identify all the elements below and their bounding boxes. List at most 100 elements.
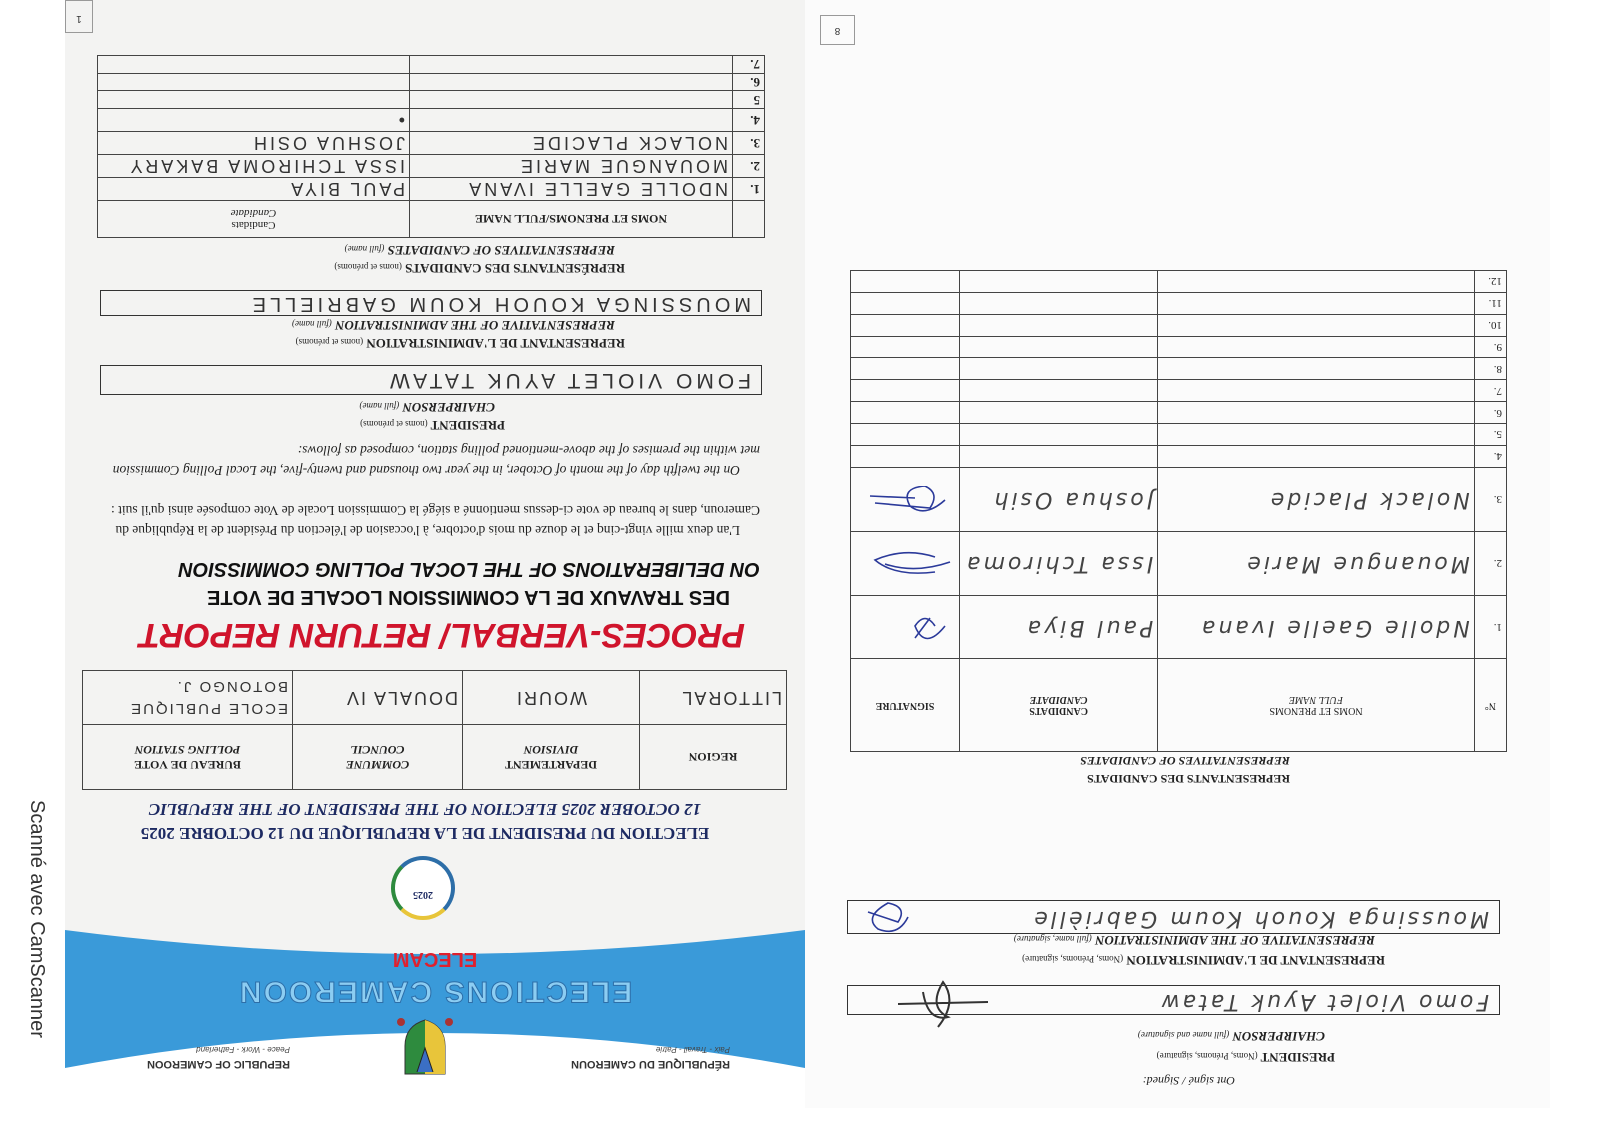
representative-name: Nolack Placide — [1157, 467, 1475, 532]
row-number: 1. — [732, 177, 765, 201]
representative-name: Mouangue Marie — [1157, 531, 1475, 596]
admin-rep-value: MOUSSINGA KOUOH KOUM GABRIELLE — [248, 293, 751, 315]
motto-fr: Paix - Travail - Patrie — [655, 1045, 730, 1054]
row-number: 2. — [1474, 531, 1507, 596]
signature-cell — [850, 314, 960, 337]
region-value: LITTORAL — [639, 670, 787, 725]
president-label: PRESIDENT (noms et prénoms) — [360, 418, 505, 433]
row-number: 5. — [1474, 423, 1507, 446]
subtitle-fr: DES TRAVAUX DE LA COMMISSION LOCALE DE V… — [207, 586, 730, 608]
header-full-name: NOMS ET PRENOMS FULL NAME — [1157, 659, 1475, 752]
candidate-name — [959, 292, 1158, 315]
candidate-name — [959, 423, 1158, 446]
table-row: 9. — [850, 336, 1507, 358]
representative-name — [1157, 336, 1475, 358]
representative-name: NOLACK PLACIDE — [409, 131, 733, 155]
president-field: FOMO VIOLET AYUK TATAW — [100, 365, 762, 395]
candidates-rep-label: REPRÉSENTANTS DES CANDIDATS (noms et pré… — [334, 261, 625, 276]
header-region: REGION — [639, 724, 787, 790]
candidate-name — [97, 90, 410, 109]
page-number: 1 — [65, 0, 93, 33]
candidate-name: Joshua Osih — [959, 467, 1158, 532]
chairperson-label: CHAIRPERSON (full name) — [359, 400, 495, 415]
candidate-name: ISSA TCHIROMA BAKARY — [97, 154, 410, 178]
row-number: 4. — [1474, 445, 1507, 468]
header-polling-station: BUREAU DE VOTE POLLING STATION — [82, 724, 293, 790]
logo-year: 2025 — [413, 889, 433, 900]
department-value: WOURI — [462, 670, 640, 725]
signature-cell — [850, 379, 960, 402]
header-department: DEPARTEMENT DIVISION — [462, 724, 640, 790]
signature-cell — [850, 292, 960, 315]
president-signature — [897, 980, 989, 1028]
president-signature-field: Fomo Violet Ayuk Tataw — [847, 980, 1500, 1028]
table-row: 4. — [850, 445, 1507, 468]
table-row: 5. — [850, 423, 1507, 446]
table-row: 2. Mouangue Marie Issa Tchiroma — [850, 531, 1507, 596]
signature-cell — [850, 423, 960, 446]
candidates-table-page-1: NOMS ET PRENOMS/FULL NAME Candidats Candi… — [97, 55, 765, 238]
table-row: 10. — [850, 314, 1507, 337]
candidate-name: PAUL BIYA — [97, 177, 410, 201]
representative-signature — [873, 551, 951, 574]
admin-rep-label-en: REPRESENTATIVE OF THE ADMINISTRATION (fu… — [292, 318, 615, 333]
org-name: ELECTIONS CAMEROON — [237, 975, 633, 1009]
table-row: 12. — [850, 270, 1507, 293]
signature-cell — [850, 445, 960, 468]
table-row: 3. Nolack Placide Joshua Osih — [850, 467, 1507, 532]
table-row: 1. Ndolle Gaelle Ivana Paul Biya — [850, 595, 1507, 659]
candidate-name — [959, 379, 1158, 402]
admin-rep-signature-field: Moussinga Kouoh Koum Gabrièlle — [847, 900, 1500, 934]
candidate-name — [97, 55, 410, 74]
representative-name — [1157, 292, 1475, 315]
admin-rep-label: REPRESENTANT DE L'ADMINISTRATION (noms e… — [295, 336, 625, 351]
signature-cell — [850, 467, 960, 532]
representative-signature — [914, 617, 946, 639]
candidate-name — [959, 445, 1158, 468]
representative-name — [1157, 423, 1475, 446]
candidate-name: JOSHUA OSIH — [97, 131, 410, 155]
representative-signature — [869, 484, 946, 512]
row-number: 8. — [1474, 357, 1507, 380]
subtitle-en: ON DELIBERATIONS OF THE LOCAL POLLING CO… — [178, 558, 760, 580]
header-number: N° — [1474, 659, 1507, 752]
representative-name — [1157, 401, 1475, 424]
table-row: 4. • — [97, 108, 765, 132]
table-row: 7. — [850, 379, 1507, 402]
candidates-rep-label-en: REPRESENTATIVES OF CANDIDATES (full name… — [344, 243, 615, 258]
president-value: FOMO VIOLET AYUK TATAW — [386, 369, 751, 392]
row-number: 4. — [732, 108, 765, 132]
candidates-rep-label-en: REPRESENTATIVES OF CANDIDATES — [1080, 754, 1290, 768]
location-table: REGION DEPARTEMENT DIVISION COMMUNE COUNCI… — [82, 670, 787, 790]
paragraph-fr: L'an deux mille vingt-cinq et le douze d… — [110, 503, 760, 538]
motto-en: Peace - Work - Fatherland — [196, 1045, 290, 1054]
admin-rep-label: REPRESENTANT DE L'ADMINISTRATION (Noms, … — [1022, 953, 1385, 968]
representative-name: Ndolle Gaelle Ivana — [1157, 595, 1475, 659]
republic-label: REPUBLIC OF CAMEROON — [147, 1058, 290, 1070]
header-full-name: NOMS ET PRENOMS/FULL NAME — [409, 200, 733, 238]
president-label: PRESIDENT (Noms, Prénoms, signature) — [1156, 1050, 1335, 1065]
representative-name — [409, 73, 733, 91]
table-row: 8. — [850, 357, 1507, 380]
row-number: 3. — [1474, 467, 1507, 532]
table-row: 2. MOUANGUE MARIE ISSA TCHIROMA BAKARY — [97, 154, 765, 178]
candidate-name — [959, 357, 1158, 380]
candidate-name — [959, 336, 1158, 358]
representative-name — [1157, 314, 1475, 337]
commune-value: DOUALA IV — [292, 670, 463, 725]
header-commune: COMMUNE COUNCIL — [292, 724, 463, 790]
signature-cell — [850, 401, 960, 424]
admin-rep-value: Moussinga Kouoh Koum Gabrièlle — [1031, 906, 1489, 931]
table-row: 6. — [850, 401, 1507, 424]
table-row: 11. — [850, 292, 1507, 315]
admin-rep-label-en: REPRESENTATIVE OF THE ADMINISTRATION (fu… — [1013, 933, 1375, 948]
representative-name — [409, 108, 733, 132]
candidate-name — [959, 270, 1158, 293]
row-number: 7. — [1474, 379, 1507, 402]
row-number: 1. — [1474, 595, 1507, 659]
republique-label: RÉPUBLIQUE DU CAMEROUN — [571, 1058, 730, 1070]
header-signature: SIGNATURE — [850, 659, 960, 752]
paragraph-en: On the twelfth day of the month of Octob… — [112, 443, 760, 478]
row-number: 2. — [732, 154, 765, 178]
signature-cell — [850, 357, 960, 380]
